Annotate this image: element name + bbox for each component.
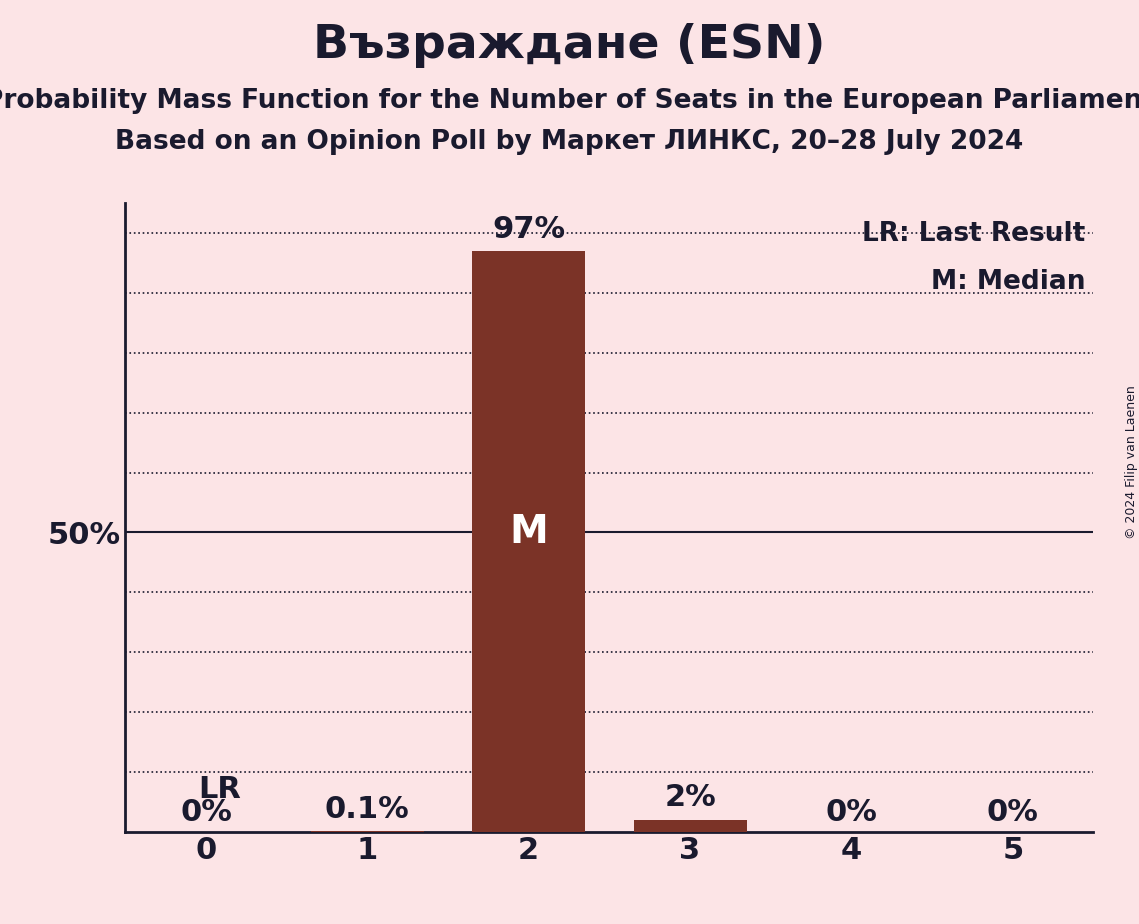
Text: 2%: 2%: [664, 784, 716, 812]
Text: 0%: 0%: [986, 797, 1039, 827]
Text: LR: Last Result: LR: Last Result: [862, 221, 1085, 248]
Bar: [633, 820, 746, 832]
Text: Probability Mass Function for the Number of Seats in the European Parliament: Probability Mass Function for the Number…: [0, 88, 1139, 114]
Text: LR: LR: [198, 774, 240, 804]
Text: 0%: 0%: [826, 797, 877, 827]
Text: 0.1%: 0.1%: [325, 795, 410, 824]
Text: M: Median: M: Median: [931, 269, 1085, 295]
Text: 0%: 0%: [180, 797, 232, 827]
Text: Възраждане (ESN): Възраждане (ESN): [313, 23, 826, 68]
Bar: [473, 251, 585, 832]
Text: Based on an Opinion Poll by Маркет ЛИНКС, 20–28 July 2024: Based on an Opinion Poll by Маркет ЛИНКС…: [115, 129, 1024, 155]
Text: M: M: [509, 514, 548, 552]
Text: © 2024 Filip van Laenen: © 2024 Filip van Laenen: [1124, 385, 1138, 539]
Text: 97%: 97%: [492, 215, 565, 244]
